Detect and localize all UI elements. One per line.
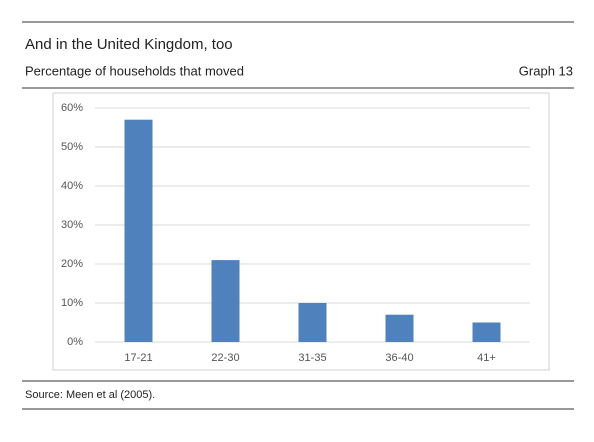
bar [124, 119, 153, 342]
source: Source: Meen et al (2005). [25, 389, 155, 401]
bar [298, 303, 327, 342]
chart-title: And in the United Kingdom, too [25, 36, 233, 53]
x-tick-label: 36-40 [385, 352, 413, 364]
y-tick-label: 60% [61, 102, 83, 114]
y-tick-label: 10% [61, 297, 83, 309]
y-tick-label: 0% [67, 336, 83, 348]
bar [385, 314, 414, 342]
y-tick-label: 40% [61, 180, 83, 192]
graph-label: Graph 13 [519, 63, 573, 78]
chart-subtitle: Percentage of households that moved [25, 63, 244, 78]
bar [472, 322, 501, 342]
x-tick-label: 22-30 [211, 352, 239, 364]
y-tick-label: 20% [61, 258, 83, 270]
y-tick-label: 30% [61, 219, 83, 231]
x-tick-label: 17-21 [124, 352, 152, 364]
bar [211, 260, 240, 342]
x-tick-label: 41+ [477, 352, 496, 364]
x-tick-label: 31-35 [298, 352, 326, 364]
y-tick-label: 50% [61, 141, 83, 153]
chart-frame [52, 92, 550, 371]
